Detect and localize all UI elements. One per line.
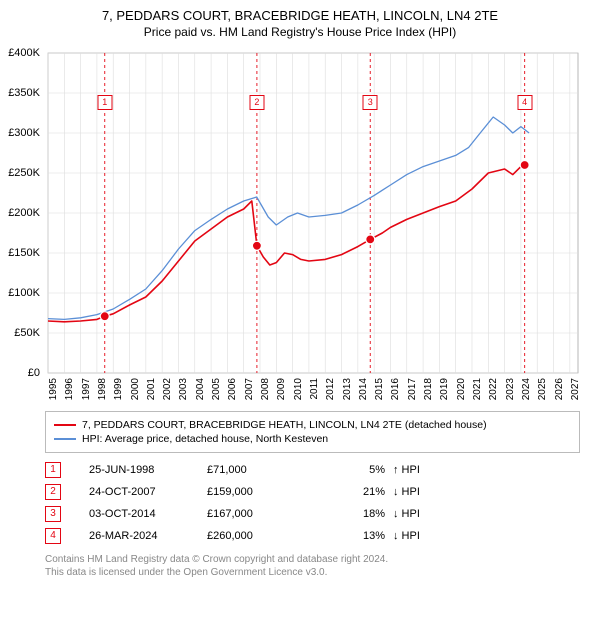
y-tick-label: £300K <box>0 127 40 139</box>
transaction-date: 26-MAR-2024 <box>69 530 199 542</box>
event-marker-label: 2 <box>249 95 264 110</box>
legend-item-hpi: HPI: Average price, detached house, Nort… <box>54 432 571 446</box>
x-tick-label: 2001 <box>146 378 157 400</box>
x-tick-label: 2000 <box>130 378 141 400</box>
y-tick-label: £350K <box>0 87 40 99</box>
y-tick-label: £100K <box>0 287 40 299</box>
footer-line: Contains HM Land Registry data © Crown c… <box>45 553 580 566</box>
transaction-price: £167,000 <box>207 508 307 520</box>
y-tick-label: £400K <box>0 47 40 59</box>
transaction-date: 03-OCT-2014 <box>69 508 199 520</box>
x-tick-label: 2007 <box>244 378 255 400</box>
transaction-marker: 3 <box>45 506 61 522</box>
x-tick-label: 1997 <box>81 378 92 400</box>
transaction-row: 2 24-OCT-2007 £159,000 21% ↓ HPI <box>45 481 580 503</box>
transaction-row: 3 03-OCT-2014 £167,000 18% ↓ HPI <box>45 503 580 525</box>
transaction-marker: 1 <box>45 462 61 478</box>
x-tick-label: 2021 <box>472 378 483 400</box>
x-tick-label: 2004 <box>195 378 206 400</box>
x-tick-label: 2023 <box>505 378 516 400</box>
transaction-pct: 5% <box>315 464 385 476</box>
x-tick-label: 2013 <box>342 378 353 400</box>
x-tick-label: 2005 <box>211 378 222 400</box>
y-tick-label: £250K <box>0 167 40 179</box>
x-tick-label: 2018 <box>423 378 434 400</box>
x-tick-label: 1996 <box>64 378 75 400</box>
transaction-direction: ↓ HPI <box>393 530 443 542</box>
y-tick-label: £150K <box>0 247 40 259</box>
transaction-pct: 21% <box>315 486 385 498</box>
transaction-direction: ↓ HPI <box>393 486 443 498</box>
transaction-price: £71,000 <box>207 464 307 476</box>
x-tick-label: 2009 <box>276 378 287 400</box>
transaction-direction: ↑ HPI <box>393 464 443 476</box>
x-tick-label: 2022 <box>488 378 499 400</box>
x-tick-label: 2011 <box>309 378 320 400</box>
transaction-pct: 18% <box>315 508 385 520</box>
transaction-price: £159,000 <box>207 486 307 498</box>
event-marker-label: 3 <box>363 95 378 110</box>
x-tick-label: 2008 <box>260 378 271 400</box>
x-tick-label: 2027 <box>570 378 581 400</box>
footer-line: This data is licensed under the Open Gov… <box>45 566 580 579</box>
x-tick-label: 2015 <box>374 378 385 400</box>
event-marker-label: 1 <box>97 95 112 110</box>
transaction-pct: 13% <box>315 530 385 542</box>
legend-item-property: 7, PEDDARS COURT, BRACEBRIDGE HEATH, LIN… <box>54 418 571 432</box>
y-tick-label: £200K <box>0 207 40 219</box>
transactions-table: 1 25-JUN-1998 £71,000 5% ↑ HPI 2 24-OCT-2007 £1… <box>45 459 580 547</box>
x-tick-label: 2024 <box>521 378 532 400</box>
y-tick-label: £0 <box>0 367 40 379</box>
legend-label: 7, PEDDARS COURT, BRACEBRIDGE HEATH, LIN… <box>82 419 487 431</box>
chart-container: 7, PEDDARS COURT, BRACEBRIDGE HEATH, LIN… <box>0 0 600 579</box>
transaction-direction: ↓ HPI <box>393 508 443 520</box>
x-tick-label: 2016 <box>390 378 401 400</box>
x-tick-label: 2003 <box>178 378 189 400</box>
transaction-marker: 2 <box>45 484 61 500</box>
x-tick-label: 2019 <box>439 378 450 400</box>
event-marker-label: 4 <box>517 95 532 110</box>
x-tick-label: 2012 <box>325 378 336 400</box>
footer: Contains HM Land Registry data © Crown c… <box>45 553 580 579</box>
x-tick-label: 1995 <box>48 378 59 400</box>
x-tick-label: 2006 <box>227 378 238 400</box>
y-tick-label: £50K <box>0 327 40 339</box>
legend: 7, PEDDARS COURT, BRACEBRIDGE HEATH, LIN… <box>45 411 580 453</box>
transaction-date: 25-JUN-1998 <box>69 464 199 476</box>
transaction-price: £260,000 <box>207 530 307 542</box>
x-tick-label: 2026 <box>554 378 565 400</box>
x-tick-label: 2010 <box>293 378 304 400</box>
chart-plot-area: £0 £50K £100K £150K £200K £250K £300K £350K £400… <box>0 43 600 403</box>
transaction-date: 24-OCT-2007 <box>69 486 199 498</box>
chart-title: 7, PEDDARS COURT, BRACEBRIDGE HEATH, LIN… <box>0 0 600 25</box>
chart-subtitle: Price paid vs. HM Land Registry's House … <box>0 25 600 43</box>
transaction-row: 1 25-JUN-1998 £71,000 5% ↑ HPI <box>45 459 580 481</box>
x-tick-label: 2020 <box>456 378 467 400</box>
x-tick-label: 2014 <box>358 378 369 400</box>
x-tick-label: 2017 <box>407 378 418 400</box>
transaction-row: 4 26-MAR-2024 £260,000 13% ↓ HPI <box>45 525 580 547</box>
legend-swatch <box>54 438 76 440</box>
transaction-marker: 4 <box>45 528 61 544</box>
x-tick-label: 1998 <box>97 378 108 400</box>
x-tick-label: 1999 <box>113 378 124 400</box>
legend-label: HPI: Average price, detached house, Nort… <box>82 433 328 445</box>
x-tick-label: 2025 <box>537 378 548 400</box>
legend-swatch <box>54 424 76 426</box>
chart-svg <box>0 43 600 403</box>
x-tick-label: 2002 <box>162 378 173 400</box>
